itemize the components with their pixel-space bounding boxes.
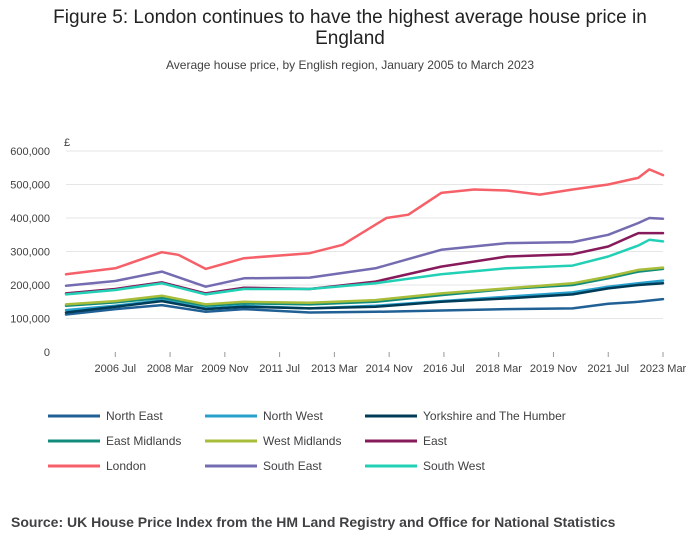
y-tick-label: 500,000 <box>10 180 50 192</box>
legend: North East North West Yorkshire and The Hu… <box>48 409 566 473</box>
line-chart: 0 100,000 200,000 300,000 400,000 500,000 600,… <box>10 137 687 473</box>
chart-subtitle: Average house price, by English region, … <box>165 58 534 72</box>
series-line-east-midlands <box>64 267 665 308</box>
x-tick-label: 2008 Mar <box>147 363 194 375</box>
series-line-london <box>64 168 665 276</box>
y-tick-label: 600,000 <box>10 146 50 158</box>
chart-title: Figure 5: London continues to have the h… <box>53 7 647 49</box>
legend-item-north-west: North West <box>263 409 323 423</box>
x-tick-label: 2009 Nov <box>201 363 249 375</box>
series-line-south-west <box>64 238 665 296</box>
y-tick-label: 400,000 <box>10 213 50 225</box>
legend-item-yorkshire-and-the-humber: Yorkshire and The Humber <box>423 409 566 423</box>
series-line-south-east <box>64 216 665 288</box>
y-axis: 0 100,000 200,000 300,000 400,000 500,000 600,… <box>10 146 50 359</box>
source-note: Source: UK House Price Index from the HM… <box>11 514 616 530</box>
x-tick-label: 2019 Nov <box>530 363 578 375</box>
series-lines <box>64 168 665 316</box>
series-line-west-midlands <box>64 266 665 306</box>
x-tick-label: 2021 Jul <box>587 363 629 375</box>
y-tick-label: 200,000 <box>10 280 50 292</box>
legend-item-london: London <box>106 459 146 473</box>
legend-item-west-midlands: West Midlands <box>263 434 341 448</box>
legend-item-east: East <box>423 434 448 448</box>
x-tick-label: 2014 Nov <box>366 363 414 375</box>
legend-item-south-west: South West <box>423 459 485 473</box>
legend-item-east-midlands: East Midlands <box>106 434 181 448</box>
y-tick-label: 300,000 <box>10 247 50 259</box>
series-line-north-east <box>64 297 665 316</box>
x-tick-label: 2023 Mar <box>640 363 687 375</box>
y-unit-label: £ <box>64 137 70 149</box>
legend-item-north-east: North East <box>106 409 163 423</box>
legend-item-south-east: South East <box>263 459 322 473</box>
y-tick-label: 0 <box>44 347 50 359</box>
series-line-yorkshire-and-the-humber <box>64 282 665 314</box>
x-tick-label: 2013 Mar <box>311 363 358 375</box>
x-tick-label: 2011 Jul <box>259 363 300 375</box>
x-axis: 2006 Jul 2008 Mar 2009 Nov 2011 Jul 2013 Mar… <box>94 352 687 375</box>
x-tick-label: 2016 Jul <box>423 363 465 375</box>
x-tick-label: 2018 Mar <box>475 363 522 375</box>
y-tick-label: 100,000 <box>10 314 50 326</box>
x-tick-label: 2006 Jul <box>94 363 136 375</box>
